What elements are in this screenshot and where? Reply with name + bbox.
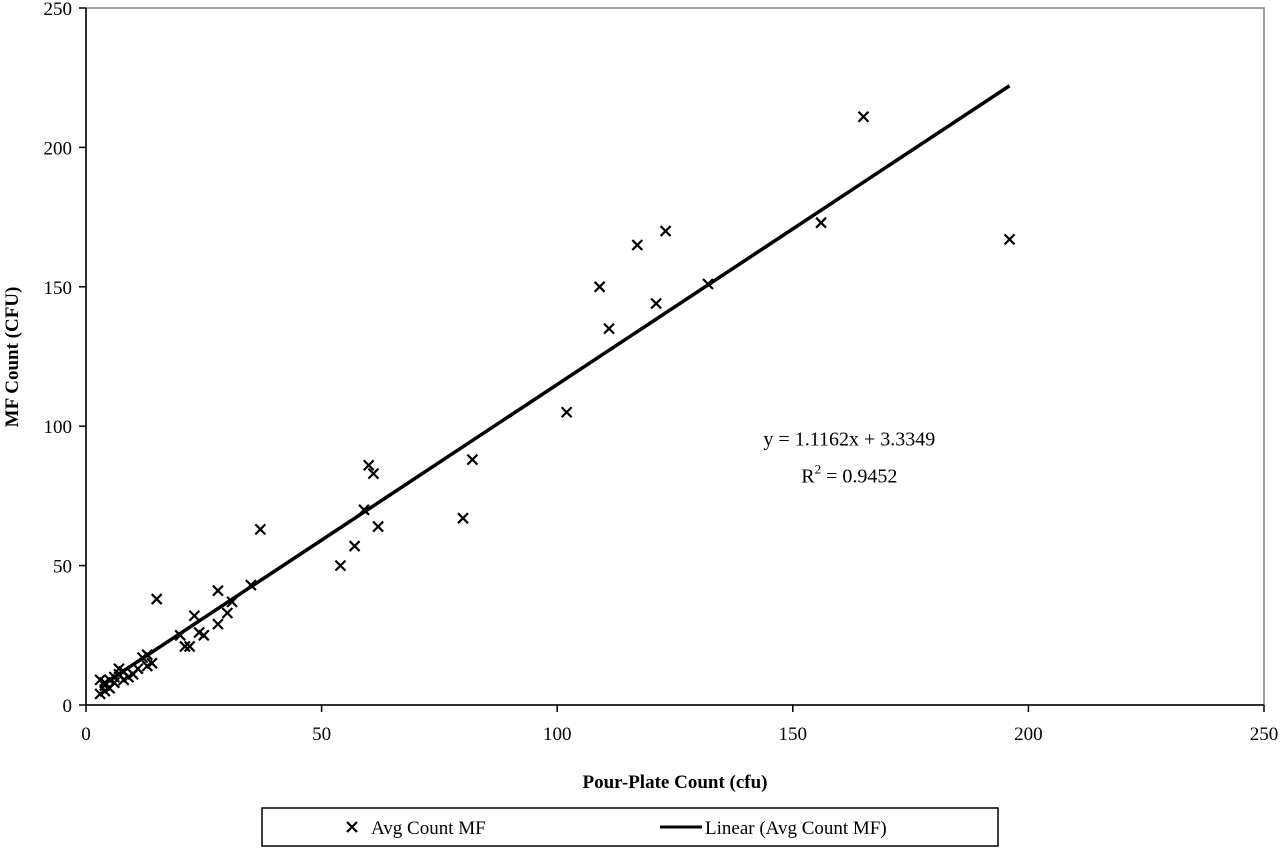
data-point	[348, 540, 361, 552]
data-point	[631, 239, 644, 251]
legend-x-marker-icon	[346, 821, 358, 833]
data-point	[212, 618, 224, 630]
y-tick-label: 0	[63, 696, 73, 717]
data-point	[659, 225, 672, 237]
data-point	[179, 640, 191, 653]
data-point	[183, 640, 196, 653]
data-point	[603, 322, 615, 335]
y-tick-label: 200	[44, 138, 73, 159]
data-point	[457, 512, 469, 524]
data-point	[198, 629, 210, 642]
data-point	[334, 559, 347, 572]
data-point	[108, 676, 121, 689]
scatter-points-group	[94, 110, 1016, 700]
data-point	[1003, 233, 1016, 246]
data-point	[188, 610, 201, 622]
legend-line-label: Linear (Avg Count MF)	[705, 818, 887, 839]
data-point	[815, 216, 827, 229]
y-tick-label: 250	[44, 0, 73, 20]
regression-equation: y = 1.1162x + 3.3349	[763, 429, 935, 451]
legend: Avg Count MF Linear (Avg Count MF)	[261, 807, 999, 847]
x-tick-label: 100	[543, 724, 572, 745]
x-axis-ticks: 0 50 100 150 200 250	[81, 705, 1278, 745]
data-point	[254, 523, 267, 536]
x-tick-label: 0	[81, 724, 91, 745]
data-point	[221, 607, 234, 619]
x-tick-label: 50	[312, 724, 331, 745]
data-point	[226, 596, 238, 608]
data-point	[245, 579, 257, 591]
data-point	[174, 629, 187, 642]
data-point	[857, 110, 870, 123]
x-axis-title: Pour-Plate Count (cfu)	[582, 772, 767, 793]
r-squared-superscript: 2	[815, 462, 822, 477]
y-tick-label: 50	[53, 557, 72, 578]
x-tick-label: 200	[1014, 724, 1043, 745]
r-squared-value: = 0.9452	[821, 466, 897, 488]
data-point	[212, 584, 224, 597]
data-point	[362, 459, 375, 472]
y-tick-label: 100	[44, 417, 73, 438]
data-point	[141, 649, 154, 661]
legend-scatter-label: Avg Count MF	[371, 818, 486, 839]
data-point	[358, 504, 370, 516]
data-point	[466, 453, 479, 466]
data-point	[367, 467, 380, 480]
data-point	[560, 406, 573, 419]
r-squared-label: R2 = 0.9452	[801, 462, 897, 488]
y-axis-ticks: 0 50 100 150 200 250	[44, 0, 86, 717]
data-point	[593, 281, 606, 293]
data-point	[650, 297, 662, 310]
data-point	[372, 520, 384, 533]
y-tick-label: 150	[44, 278, 73, 299]
r-squared-prefix: R	[801, 466, 815, 488]
data-point	[132, 662, 144, 675]
data-point	[150, 593, 163, 605]
y-axis-title: MF Count (CFU)	[2, 287, 23, 428]
data-point	[146, 657, 158, 669]
plot-area	[85, 7, 1265, 706]
x-tick-label: 150	[779, 724, 808, 745]
legend-box	[261, 807, 999, 847]
x-tick-label: 250	[1250, 724, 1279, 745]
data-point	[702, 278, 714, 290]
